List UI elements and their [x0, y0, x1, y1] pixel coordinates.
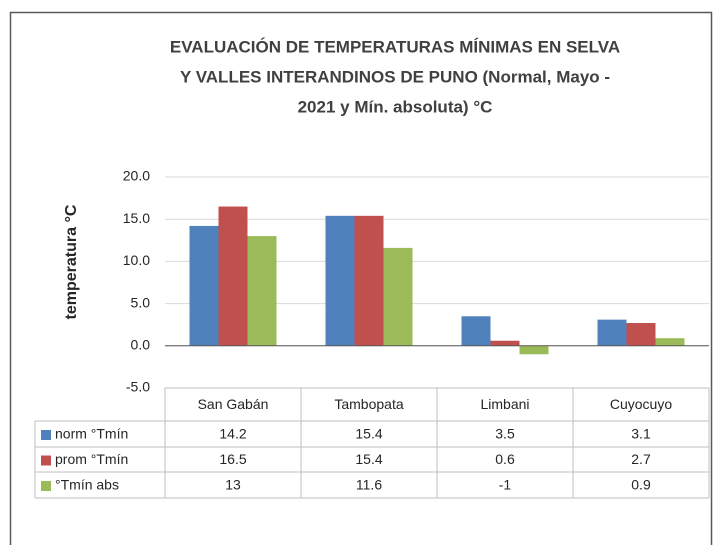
bar [189, 225, 219, 346]
bar [626, 323, 656, 346]
table-value: 3.5 [495, 426, 515, 442]
bar [218, 206, 248, 346]
y-tick-label: 0.0 [131, 337, 151, 353]
legend-swatch [41, 430, 51, 440]
table-value: 11.6 [356, 477, 382, 493]
chart-title: EVALUACIÓN DE TEMPERATURAS MÍNIMAS EN SE… [170, 37, 620, 56]
bar [354, 215, 384, 346]
bar [655, 338, 685, 346]
legend-label: norm °Tmín [55, 426, 128, 442]
legend-swatch [41, 481, 51, 491]
y-tick-label: 5.0 [131, 294, 151, 310]
bar [490, 340, 520, 346]
table-value: 16.5 [219, 451, 246, 467]
table-value: 13 [225, 477, 241, 493]
x-tick-label: Limbani [480, 396, 529, 412]
bar [461, 316, 491, 346]
legend-label: °Tmín abs [55, 477, 119, 493]
legend-swatch [41, 455, 51, 466]
bar [519, 345, 549, 355]
y-tick-label: 15.0 [123, 210, 150, 226]
x-tick-label: Tambopata [334, 396, 403, 412]
y-axis-title: temperatura °C [63, 204, 80, 319]
legend-label: prom °Tmín [55, 451, 128, 467]
table-value: 14.2 [219, 426, 246, 442]
y-tick-label: -5.0 [126, 379, 150, 395]
bar [597, 319, 627, 346]
y-tick-label: 10.0 [123, 252, 150, 268]
table-value: 2.7 [631, 451, 651, 467]
table-value: 3.1 [631, 426, 651, 442]
bar [325, 215, 355, 346]
table-value: 0.6 [495, 451, 515, 467]
table-value: 0.9 [631, 477, 651, 493]
x-tick-label: San Gabán [198, 396, 269, 412]
y-tick-label: 20.0 [123, 168, 150, 184]
table-value: 15.4 [355, 451, 382, 467]
x-tick-label: Cuyocuyo [610, 396, 672, 412]
chart-title: Y VALLES INTERANDINOS DE PUNO (Normal, M… [180, 67, 610, 86]
bar [247, 236, 277, 346]
bar [383, 247, 413, 346]
table-value: -1 [499, 477, 512, 493]
chart-title: 2021 y Mín. absoluta) °C [298, 97, 493, 116]
table-value: 15.4 [355, 426, 382, 442]
